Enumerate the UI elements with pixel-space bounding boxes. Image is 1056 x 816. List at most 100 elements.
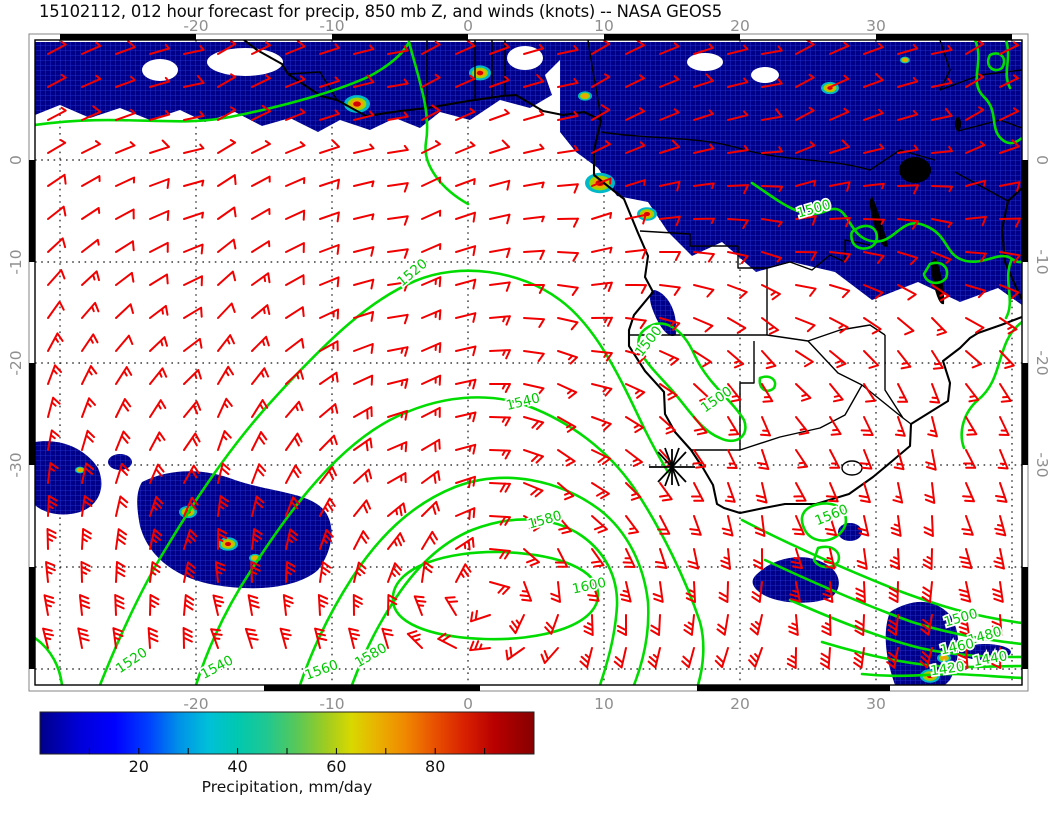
wind-barb [81, 333, 99, 352]
wind-barb [115, 495, 129, 517]
wind-barb [754, 515, 766, 537]
wind-barb [591, 177, 612, 187]
contour-label: 1500 [632, 323, 666, 360]
wind-barb [387, 182, 409, 193]
wind-barb [251, 528, 263, 550]
wind-barb [348, 627, 361, 649]
wind-barb [470, 609, 491, 623]
wind-barb [957, 647, 969, 669]
wind-barb [353, 311, 375, 322]
wind-barb [863, 284, 884, 300]
frame-bar-top [60, 34, 196, 40]
wind-barb [890, 515, 902, 537]
wind-barb [625, 141, 646, 154]
wind-barb [387, 78, 409, 88]
wind-barb [727, 145, 749, 154]
lat-tick-label-right: -10 [1033, 249, 1051, 274]
lon-tick-label-top: 0 [463, 17, 473, 35]
border-line [739, 384, 863, 451]
wind-barb [489, 281, 511, 292]
wind-barb [353, 278, 375, 290]
wind-barb [829, 107, 850, 121]
wind-barb [579, 647, 593, 669]
wind-barb [659, 215, 681, 227]
wind-barb [991, 647, 1002, 669]
wind-barb [251, 495, 265, 517]
wind-barb [381, 627, 394, 649]
wind-barb [353, 374, 374, 386]
wind-barb [149, 367, 168, 385]
wind-barb [727, 350, 745, 369]
wind-barb [115, 303, 134, 319]
wind-barb [421, 73, 441, 88]
wind-barb [760, 416, 771, 437]
wind-barb [550, 581, 561, 603]
wind-barb [659, 284, 681, 296]
wind-barb [931, 284, 950, 302]
wind-barb [319, 276, 340, 288]
colorbar-title: Precipitation, mm/day [202, 778, 373, 796]
wind-barb [183, 179, 205, 187]
height-contour [740, 518, 1022, 625]
wind-barb [523, 317, 545, 328]
wind-barb [897, 251, 919, 266]
wind-barb [489, 349, 511, 360]
wind-barb [962, 482, 975, 503]
location-star-marker [649, 447, 695, 487]
wind-barb [821, 614, 832, 636]
wind-barb [251, 367, 270, 385]
wind-barb [659, 180, 681, 192]
precip-region [35, 42, 560, 132]
wind-barb [81, 397, 96, 418]
precip-gap [751, 67, 779, 83]
wind-barb [81, 462, 95, 484]
lat-tick-label-right: -30 [1033, 452, 1051, 477]
wind-barb [214, 561, 226, 583]
wind-barb [540, 647, 559, 664]
wind-barb [557, 111, 579, 121]
wind-barb [789, 581, 801, 603]
wind-barb [285, 242, 305, 254]
wind-barb [353, 246, 375, 257]
wind-barb [353, 74, 375, 88]
wind-barb [557, 45, 579, 55]
wind-barb [727, 251, 749, 265]
map-frame [34, 39, 1023, 686]
wind-barb [795, 179, 817, 187]
wind-barb [693, 350, 712, 368]
wind-barb [619, 581, 632, 603]
plot-title: 15102112, 012 hour forecast for precip, … [39, 2, 722, 21]
wind-barb [756, 449, 770, 470]
wind-barb [43, 594, 55, 616]
wind-barb [897, 184, 919, 195]
wind-barb [793, 482, 807, 502]
wind-barb [115, 366, 133, 385]
wind-barb [455, 475, 476, 489]
wind-barb [691, 482, 705, 502]
wind-barb [421, 374, 442, 386]
wind-barb [965, 40, 985, 55]
wind-barb [557, 449, 576, 467]
wind-barb [319, 178, 340, 190]
wind-barb [115, 108, 136, 121]
wind-barb [761, 350, 777, 370]
height-contour [812, 545, 841, 569]
wind-barb [965, 350, 983, 369]
wind-barb [183, 369, 202, 385]
border-line [954, 171, 1009, 202]
wind-barb [47, 429, 60, 451]
wind-barb [183, 243, 204, 255]
wind-barb [863, 143, 885, 154]
lat-tick-label-left: -20 [7, 350, 25, 375]
wind-barb [693, 383, 710, 402]
wind-barb [47, 40, 67, 55]
border-line [629, 334, 809, 342]
wind-barb [919, 647, 933, 669]
wind-barb [319, 466, 337, 484]
wind-barb [931, 350, 944, 370]
wind-barb [489, 75, 510, 88]
height-contour [298, 476, 650, 685]
contour-label: 1540 [198, 652, 236, 682]
wind-barb [319, 244, 340, 255]
lat-tick-label-left: -30 [7, 452, 25, 477]
